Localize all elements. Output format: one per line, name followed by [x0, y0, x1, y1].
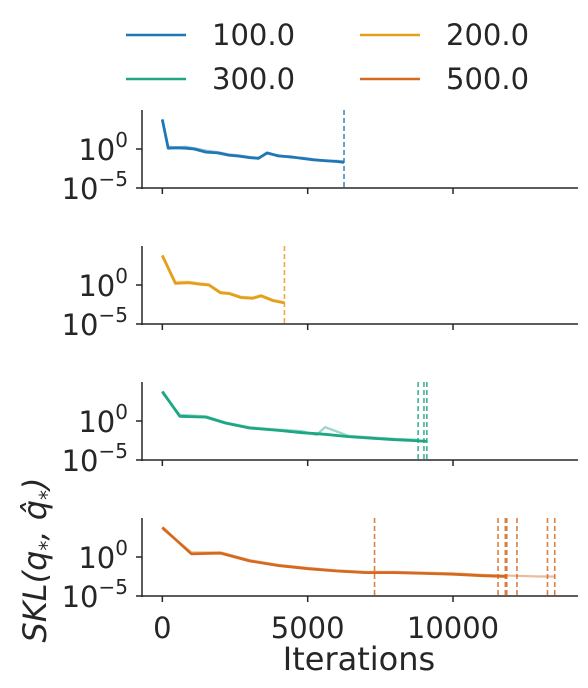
y-tick-label: 100 [78, 128, 128, 167]
y-tick-label: 10−5 [62, 303, 128, 342]
series-line [161, 390, 427, 443]
x-tick-label: 5000 [271, 611, 345, 645]
legend-label: 100.0 [212, 18, 295, 52]
y-tick-label: 100 [78, 264, 128, 303]
series-line [161, 256, 285, 304]
x-tick-label: 10000 [407, 611, 499, 645]
y-tick-label: 10−5 [62, 439, 128, 478]
y-tick-label: 10−5 [62, 167, 128, 206]
legend-item: 200.0 [360, 18, 529, 52]
y-tick-label: 100 [78, 536, 128, 575]
legend-item: 500.0 [360, 62, 529, 96]
y-axis-title: SKL(q*, q̂*) [16, 477, 59, 642]
series-line [161, 254, 285, 305]
series-line [160, 119, 345, 164]
x-tick-label: 0 [153, 611, 171, 645]
x-axis-title: Iterations [283, 640, 435, 678]
legend-label: 300.0 [212, 62, 295, 96]
legend: 100.0 200.0 300.0 500.0 [126, 18, 529, 96]
legend-label: 200.0 [446, 18, 529, 52]
legend-label: 500.0 [446, 62, 529, 96]
series-line [161, 526, 507, 578]
y-tick-label: 100 [78, 400, 128, 439]
legend-item: 300.0 [126, 62, 295, 96]
legend-item: 100.0 [126, 18, 295, 52]
x-axis: 0 5000 10000 [153, 611, 499, 645]
series-line [161, 120, 345, 163]
y-tick-label: 10−5 [62, 575, 128, 614]
